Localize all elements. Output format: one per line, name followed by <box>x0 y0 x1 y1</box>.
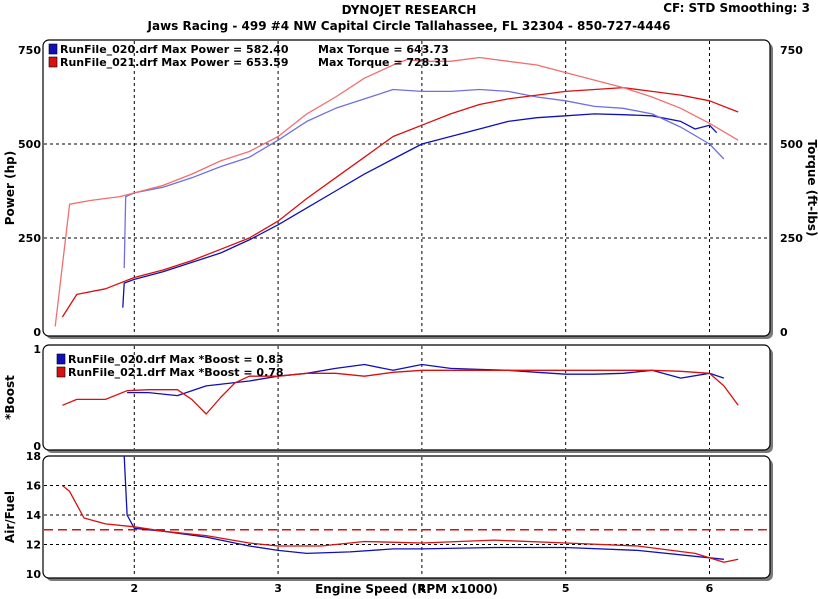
x-tick-label: 5 <box>562 582 570 595</box>
series-line <box>62 369 739 415</box>
y-tick-label-right: 750 <box>780 44 803 57</box>
y-tick-label: 14 <box>26 509 42 522</box>
red-flag-icon <box>48 56 58 68</box>
legend-entry: RunFile_021.drf Max Power = 653.59 <box>60 56 289 69</box>
y-tick-label: 16 <box>26 480 42 493</box>
series-line <box>127 363 725 397</box>
blue-flag-icon <box>48 43 58 55</box>
chart-title: DYNOJET RESEARCH <box>341 3 477 17</box>
series-line <box>123 88 725 269</box>
y-axis-label-right: Torque (ft-lbs) <box>805 140 818 237</box>
blue-flag-icon <box>56 353 66 365</box>
y-tick-label: 750 <box>18 44 41 57</box>
series-line <box>61 484 739 563</box>
chart-subtitle: Jaws Racing - 499 #4 NW Capital Circle T… <box>147 19 671 33</box>
legend-torque-entry: Max Torque = 643.73 <box>318 43 449 56</box>
y-tick-label: 12 <box>26 539 41 552</box>
y-tick-label: 1 <box>33 343 41 356</box>
legend-entry: RunFile_020.drf Max *Boost = 0.83 <box>68 353 284 366</box>
x-axis-label: Engine Speed (RPM x1000) <box>315 582 498 596</box>
correction-factor-label: CF: STD Smoothing: 3 <box>663 1 810 15</box>
y-tick-label-right: 500 <box>780 138 803 151</box>
y-tick-label: 0 <box>33 326 41 339</box>
panel-frame <box>42 455 771 579</box>
y-tick-label: 18 <box>26 450 41 463</box>
legend-entry: RunFile_021.drf Max *Boost = 0.78 <box>68 366 284 379</box>
series-line <box>122 113 718 308</box>
y-tick-label: 0 <box>33 440 41 453</box>
y-axis-label: *Boost <box>3 375 17 420</box>
x-tick-label: 3 <box>274 582 282 595</box>
series-line <box>54 56 739 327</box>
series-line <box>123 455 724 560</box>
y-axis-label: Air/Fuel <box>3 491 17 543</box>
y-tick-label: 500 <box>18 138 41 151</box>
y-tick-label-right: 250 <box>780 232 803 245</box>
x-tick-label: 4 <box>418 582 426 595</box>
y-tick-label-right: 0 <box>780 326 788 339</box>
legend-entry: RunFile_020.drf Max Power = 582.40 <box>60 43 289 56</box>
panel-frame <box>42 344 771 451</box>
x-tick-label: 2 <box>130 582 138 595</box>
y-tick-label: 10 <box>26 568 42 581</box>
y-axis-label: Power (hp) <box>3 151 17 225</box>
red-flag-icon <box>56 366 66 378</box>
x-tick-label: 6 <box>706 582 714 595</box>
y-tick-label: 250 <box>18 232 41 245</box>
legend-torque-entry: Max Torque = 728.31 <box>318 56 449 69</box>
